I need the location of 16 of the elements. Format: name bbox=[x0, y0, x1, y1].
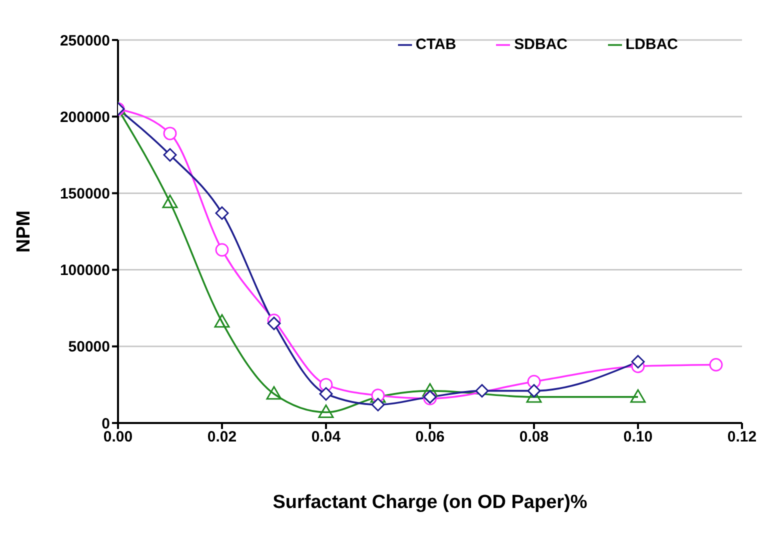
legend-label: SDBAC bbox=[514, 36, 568, 53]
legend-label: CTAB bbox=[416, 36, 456, 53]
y-tick-label: 50000 bbox=[68, 338, 110, 356]
x-tick-label: 0.06 bbox=[415, 428, 445, 446]
x-tick-label: 0.08 bbox=[519, 428, 549, 446]
y-axis-title: NPM bbox=[14, 210, 35, 253]
x-tick-label: 0.10 bbox=[623, 428, 653, 446]
y-tick-label: 200000 bbox=[60, 108, 110, 126]
x-tick-label: 0.12 bbox=[727, 428, 757, 446]
legend-label: LDBAC bbox=[626, 36, 678, 53]
y-tick-label: 250000 bbox=[60, 32, 110, 50]
x-axis-title: Surfactant Charge (on OD Paper)% bbox=[272, 492, 588, 513]
y-tick-label: 100000 bbox=[60, 262, 110, 280]
x-tick-label: 0.04 bbox=[311, 428, 342, 446]
x-tick-label: 0.02 bbox=[207, 428, 237, 446]
y-tick-label: 150000 bbox=[60, 186, 110, 203]
